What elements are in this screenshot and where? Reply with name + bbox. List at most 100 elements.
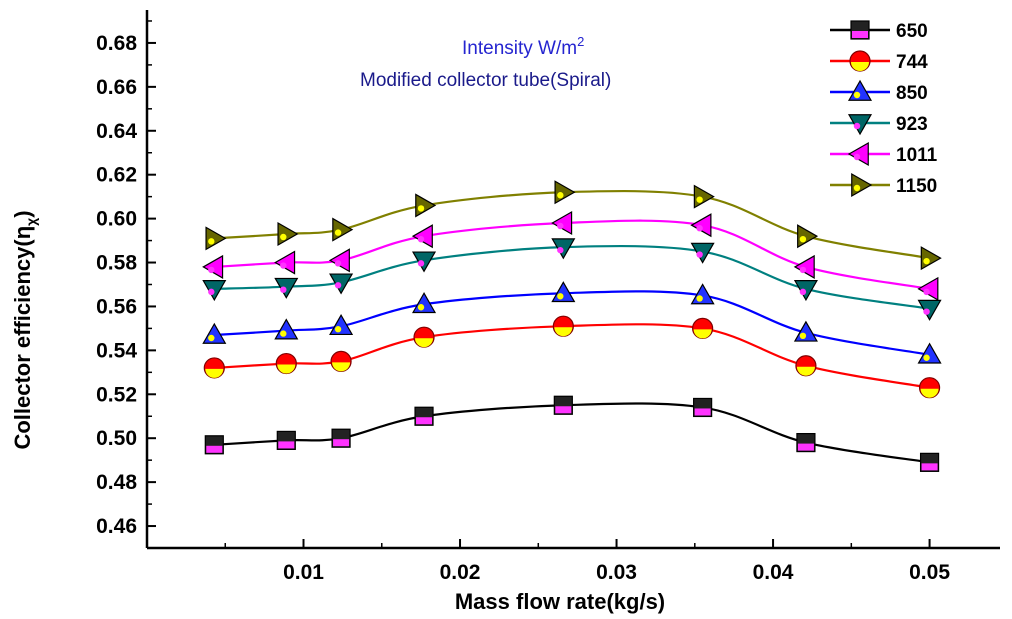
y-tick-label: 0.54 [96,339,137,362]
data-point-850-accent [696,295,703,302]
annotation-intensity-superscript: 2 [577,34,584,49]
chart-plot-layer: 0.46 0.48 0.50 0.52 0.54 0.56 0.58 0.60 0.62 0.64… [96,10,1000,584]
data-point-1150-accent [799,235,807,243]
y-tick-label: 0.64 [96,120,137,143]
series-923 [202,238,942,321]
legend: 650 744 850 923 1011 1150 [830,20,938,198]
legend-label-850: 850 [896,83,928,104]
data-point-650-accent [333,439,350,447]
data-point-923-accent [417,260,425,267]
data-point-850-accent [334,326,342,333]
chart-annotation-intensity: Intensity W/m2 [462,34,584,59]
data-point-1011-accent [417,235,425,243]
data-point-923-accent [280,286,287,293]
y-tick-label: 0.46 [96,515,137,538]
legend-marker-923 [847,114,873,136]
series-650 [204,395,940,472]
legend-marker-1011-accent [853,153,861,161]
data-point-1150-accent [557,192,564,199]
series-850 [202,281,942,364]
data-point-744-accent [693,329,712,339]
data-point-923 [551,238,576,260]
data-point-1150 [693,184,715,209]
data-point-1011 [793,254,815,279]
data-point-1011-accent [923,288,930,296]
data-point-650-accent [416,417,433,425]
data-point-923-accent [208,288,215,296]
data-point-923 [202,280,227,302]
data-point-744-accent [796,366,815,376]
data-point-744-accent [332,362,351,372]
legend-label-923: 923 [896,114,928,135]
data-point-850-accent [280,330,287,337]
data-point-923-accent [557,246,564,254]
data-point-1011 [274,250,296,275]
data-point-1011 [411,224,433,249]
data-point-1150 [797,224,819,249]
data-point-1150-accent [923,257,930,265]
y-tick-label: 0.50 [96,427,137,450]
series-line-744 [214,323,930,389]
data-point-1150-accent [208,238,215,245]
data-point-850-accent [923,354,930,361]
data-point-1011-accent [557,222,564,230]
data-point-1011 [917,276,939,301]
data-point-1150 [277,221,299,247]
data-point-923-accent [923,308,930,315]
y-tick-label: 0.58 [96,252,137,275]
chart-annotation-tube: Modified collector tube(Spiral) [360,70,611,91]
data-point-850-accent [557,293,564,300]
series-1150 [205,180,942,271]
legend-marker-850 [847,79,873,101]
data-point-650-accent [921,463,938,471]
y-axis-title-subscript: χ [23,218,39,226]
legend-label-1011: 1011 [896,145,938,166]
y-tick-label: 0.48 [96,471,137,494]
x-axis-title: Mass flow rate(kg/s) [455,589,665,614]
data-point-1011-accent [799,266,807,274]
data-point-923-accent [334,282,342,289]
data-point-650-accent [694,408,711,416]
data-point-923 [917,299,942,321]
data-point-1150 [205,226,227,251]
data-point-1150-accent [280,233,287,241]
x-tick-label: 0.01 [283,561,324,584]
data-point-744-accent [920,388,939,398]
data-point-650-accent [278,441,295,449]
y-axis-title-close: ) [10,210,35,217]
y-axis-title: Collector efficiency(ηχ) [10,210,39,449]
data-point-1150 [554,180,576,205]
data-point-1150-accent [417,205,425,212]
data-point-1150 [415,193,437,218]
data-point-650-accent [206,445,223,453]
data-point-850-accent [208,334,215,342]
data-point-650-accent [797,443,814,451]
x-tick-label: 0.05 [909,561,950,584]
y-axis-title-main: Collector efficiency(η [10,226,35,450]
x-tick-label: 0.02 [440,561,481,584]
y-tick-label: 0.52 [96,383,137,406]
legend-marker-850-accent [853,91,861,99]
legend-label-744: 744 [896,52,928,73]
legend-marker-923-accent [853,122,861,130]
data-point-1011-accent [696,225,703,232]
data-point-744-accent [415,338,434,348]
data-point-1011 [328,248,350,273]
y-tick-label: 0.68 [96,32,137,55]
legend-marker-1150-accent [853,184,861,192]
data-point-1011-accent [334,260,342,267]
legend-marker-1150 [851,172,873,198]
data-point-1011-accent [280,262,287,269]
legend-label-650: 650 [896,21,928,42]
legend-marker-744-accent [851,62,869,71]
legend-marker-1011 [847,141,869,167]
series-744 [203,315,941,399]
data-point-1150-accent [334,229,342,236]
data-point-850-accent [799,332,807,339]
data-point-1150 [920,246,942,271]
series-1011 [202,210,939,301]
data-point-1011-accent [208,266,215,274]
data-point-1011 [551,210,573,236]
